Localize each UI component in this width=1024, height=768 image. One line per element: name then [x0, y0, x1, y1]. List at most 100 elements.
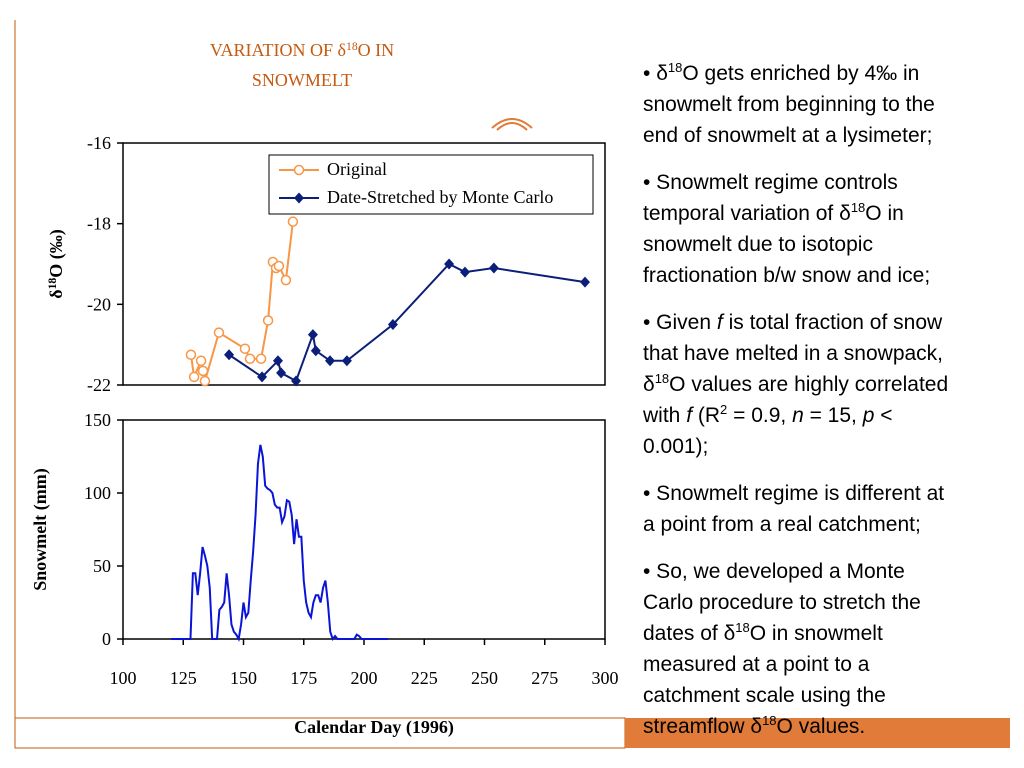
- text-run: = 15,: [803, 404, 863, 427]
- x-tick-label: 100: [110, 668, 137, 688]
- point: [341, 355, 352, 367]
- point: [444, 258, 455, 270]
- text-run: SNOWMELT: [252, 70, 352, 90]
- y-tick-label: -18: [87, 214, 111, 234]
- italic: p: [862, 404, 875, 427]
- bullet-line: δ18O values are highly correlated: [643, 369, 1018, 400]
- data-line: [171, 444, 389, 643]
- text-run: O in: [865, 202, 904, 225]
- point: [195, 355, 207, 367]
- ornament: [491, 118, 533, 131]
- y-tick-label: 100: [84, 483, 111, 503]
- italic: f: [716, 311, 723, 334]
- point: [224, 349, 235, 361]
- superscript: 18: [850, 200, 866, 215]
- bullet-line: • δ18O gets enriched by 4‰ in: [643, 58, 1018, 89]
- text-run: O in snowmelt: [749, 622, 883, 645]
- point: [579, 276, 590, 288]
- text-run: catchment scale using the: [643, 684, 886, 707]
- text-run: δ: [723, 622, 736, 645]
- legend-label: Original: [327, 159, 387, 179]
- text-run: with: [643, 404, 687, 427]
- bullet-line: • So, we developed a Monte: [643, 556, 1018, 587]
- point: [272, 355, 283, 367]
- point: [213, 327, 225, 338]
- point: [310, 345, 321, 357]
- point: [291, 375, 302, 387]
- text-run: δ: [643, 373, 655, 396]
- bullet-line: dates of δ18O in snowmelt: [643, 618, 1018, 649]
- text-run: streamflow: [643, 715, 751, 738]
- point: [188, 371, 200, 383]
- text-run: δ: [656, 62, 668, 85]
- text-run: snowmelt from beginning to the: [643, 93, 935, 116]
- bullet-line: with f (R2 = 0.9, n = 15, p <: [643, 400, 1018, 431]
- bullet-line: • Snowmelt regime is different at: [643, 478, 1018, 509]
- text-run: δ: [750, 715, 763, 738]
- text-run: O IN: [358, 40, 395, 60]
- legend-marker: [294, 192, 304, 204]
- y-tick-label: 50: [93, 556, 111, 576]
- bullet: • Snowmelt regime is different at a point…: [643, 478, 1018, 540]
- text-run: δ: [839, 202, 851, 225]
- y-axis-label: Snowmelt (mm): [30, 468, 51, 590]
- y-tick-label: -16: [87, 133, 111, 153]
- point: [273, 260, 285, 272]
- point: [459, 266, 470, 278]
- x-tick-label: 150: [230, 668, 257, 688]
- bullet-line: measured at a point to a: [643, 649, 1018, 680]
- text-run: δ: [46, 289, 66, 298]
- x-axis-label: Calendar Day (1996): [294, 717, 454, 738]
- superscript: 18: [346, 40, 358, 53]
- italic: f: [686, 404, 693, 427]
- bullet-line: • Snowmelt regime controls: [643, 167, 1018, 198]
- bullet: • Snowmelt regime controls temporal varia…: [643, 167, 1018, 291]
- text-run: • So, we developed a Monte: [643, 560, 905, 583]
- point: [387, 319, 398, 330]
- text-run: • Snowmelt regime is different at: [643, 482, 945, 505]
- text-run: O gets enriched by 4‰ in: [682, 62, 920, 85]
- bullet-line: Carlo procedure to stretch the: [643, 587, 1018, 618]
- point: [280, 274, 292, 286]
- text-run: VARIATION OF δ: [210, 40, 346, 60]
- point: [488, 262, 499, 274]
- point: [262, 315, 274, 326]
- italic: n: [792, 404, 804, 427]
- text-run: dates of: [643, 622, 724, 645]
- y-axis-label: δ18O (‰): [46, 229, 68, 299]
- text-run: O values.: [776, 715, 866, 738]
- text-run: O values are highly correlated: [669, 373, 949, 396]
- bullet-line: • Given f is total fraction of snow: [643, 307, 1018, 338]
- point: [244, 353, 256, 365]
- superscript: 18: [46, 278, 59, 290]
- legend-box: [268, 154, 594, 215]
- point: [287, 216, 299, 227]
- point: [255, 353, 267, 365]
- text-run: measured at a point to a: [643, 653, 870, 676]
- point: [276, 367, 287, 379]
- bullet-line: catchment scale using the: [643, 680, 1018, 711]
- point: [325, 355, 336, 367]
- point: [239, 343, 251, 354]
- superscript: 18: [762, 713, 777, 728]
- bullet-line: fractionation b/w snow and ice;: [643, 260, 1018, 291]
- text-run: Carlo procedure to stretch the: [643, 591, 921, 614]
- point: [257, 371, 268, 383]
- superscript: 18: [654, 371, 670, 386]
- text-run: • Given: [643, 311, 717, 334]
- point: [307, 329, 318, 341]
- x-tick-label: 300: [592, 668, 619, 688]
- y-tick-label: -22: [87, 375, 111, 395]
- text-run: Snowmelt (mm): [30, 468, 51, 590]
- legend-marker: [293, 164, 305, 176]
- text-run: = 0.9,: [727, 404, 793, 427]
- bullet-line: that have melted in a snowpack,: [643, 338, 1018, 369]
- bullet-line: a point from a real catchment;: [643, 509, 1018, 540]
- bullet-line: 0.001);: [643, 431, 1018, 462]
- plot-frame: [122, 142, 606, 386]
- x-tick-label: 275: [531, 668, 558, 688]
- bullet-list: • δ18O gets enriched by 4‰ in snowmelt fr…: [643, 58, 1018, 758]
- text-run: (R: [692, 404, 721, 427]
- legend-label: Date-Stretched by Monte Carlo: [327, 187, 553, 207]
